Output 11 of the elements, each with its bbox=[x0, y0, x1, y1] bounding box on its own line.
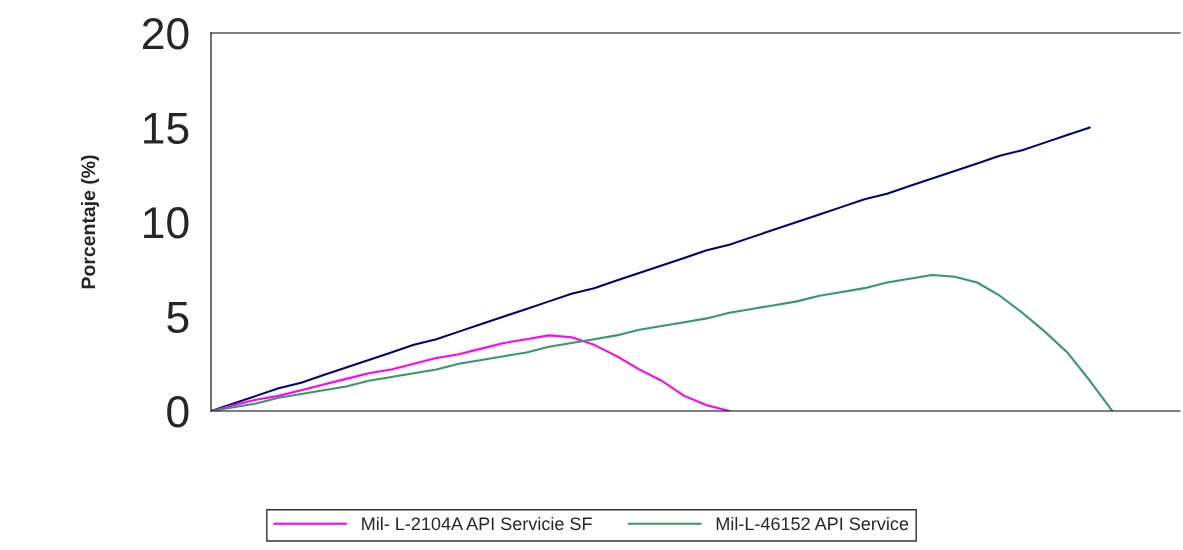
y-tick-label: 10 bbox=[144, 207, 189, 239]
y-tick-label: 20 bbox=[142, 18, 189, 50]
line-series bbox=[211, 126, 1091, 411]
y-tick-label: 5 bbox=[167, 302, 189, 334]
legend-label: Mil- L-2104A API Servicie SF bbox=[362, 516, 592, 531]
y-axis-title: Porcentaje (%) bbox=[80, 155, 100, 289]
line-series bbox=[211, 334, 731, 411]
legend-label: Mil-L-46152 API Service bbox=[716, 516, 909, 531]
line-series bbox=[211, 273, 1114, 411]
y-tick-label: 0 bbox=[167, 396, 189, 428]
y-tick-label: 15 bbox=[144, 113, 189, 145]
